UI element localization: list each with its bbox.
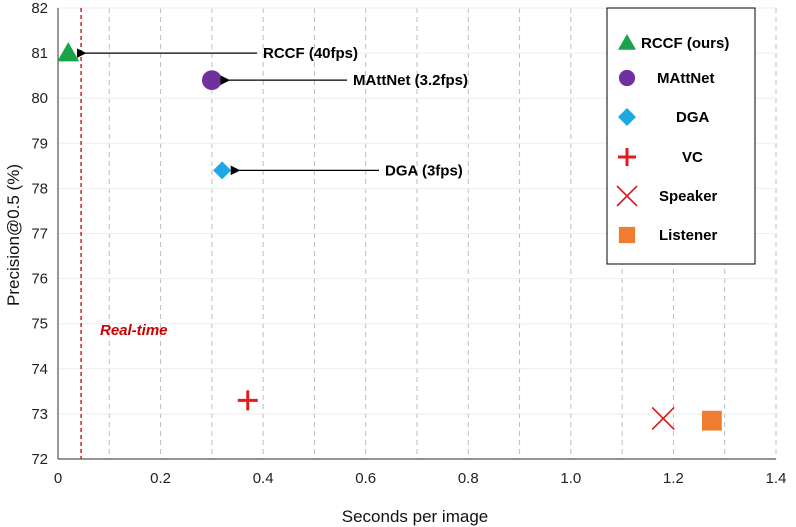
y-tick-label: 74 xyxy=(31,361,48,378)
x-tick-label: 0.6 xyxy=(355,470,376,487)
legend-box xyxy=(606,7,756,265)
legend-marker xyxy=(616,185,638,207)
annotations: RCCF (40fps) MAttNet (3.2fps) DGA (3fps) xyxy=(76,45,468,179)
data-points xyxy=(57,42,722,431)
annotation-label: RCCF (40fps) xyxy=(263,45,358,62)
legend-label: VC xyxy=(682,149,703,166)
point-rccf-ours xyxy=(57,42,80,62)
legend-label: DGA xyxy=(676,109,710,126)
x-tick-label: 1.2 xyxy=(663,470,684,487)
legend-label: MAttNet xyxy=(657,70,715,87)
point-vc xyxy=(237,390,258,411)
x-tick-label: 0.8 xyxy=(458,470,479,487)
legend: RCCF (ours) MAttNet DGA VC Speaker Listener xyxy=(606,7,756,265)
x-stroke-2 xyxy=(616,185,638,207)
y-tick-label: 81 xyxy=(31,45,48,62)
x-tick-label: 0.4 xyxy=(253,470,274,487)
annotation-label: MAttNet (3.2fps) xyxy=(353,72,468,89)
legend-marker xyxy=(618,226,636,244)
y-tick-label: 72 xyxy=(31,451,48,468)
y-tick-label: 78 xyxy=(31,180,48,197)
legend-marker xyxy=(618,69,636,87)
realtime-threshold: Real-time xyxy=(80,8,168,459)
y-tick-label: 75 xyxy=(31,316,48,333)
legend-marker xyxy=(618,34,636,50)
axes: 0 0.2 0.4 0.6 0.8 1.0 1.2 1.4 72 73 74 75 76 77 78 79 80… xyxy=(31,0,786,487)
x-stroke-2 xyxy=(651,406,675,430)
y-tick-label: 77 xyxy=(31,226,48,243)
y-axis-title: Precision@0.5 (%) xyxy=(4,164,23,306)
realtime-label: Real-time xyxy=(100,322,168,339)
point-speaker xyxy=(651,406,675,430)
legend-label: Listener xyxy=(659,227,718,244)
legend-marker xyxy=(618,148,636,166)
x-tick-label: 1.4 xyxy=(766,470,787,487)
y-tick-label: 73 xyxy=(31,406,48,423)
x-tick-label: 1.0 xyxy=(560,470,581,487)
y-tick-label: 79 xyxy=(31,135,48,152)
point-dga xyxy=(213,161,232,180)
legend-marker xyxy=(618,108,636,126)
y-tick-label: 76 xyxy=(31,271,48,288)
point-listener xyxy=(701,410,722,431)
point-mattnet xyxy=(201,70,222,91)
x-tick-label: 0.2 xyxy=(150,470,171,487)
y-tick-label: 80 xyxy=(31,90,48,107)
legend-label: Speaker xyxy=(659,188,718,205)
legend-label: RCCF (ours) xyxy=(641,35,729,52)
y-tick-label: 82 xyxy=(31,0,48,17)
x-tick-label: 0 xyxy=(54,470,62,487)
x-axis-title: Seconds per image xyxy=(342,507,488,526)
annotation-label: DGA (3fps) xyxy=(385,162,463,179)
